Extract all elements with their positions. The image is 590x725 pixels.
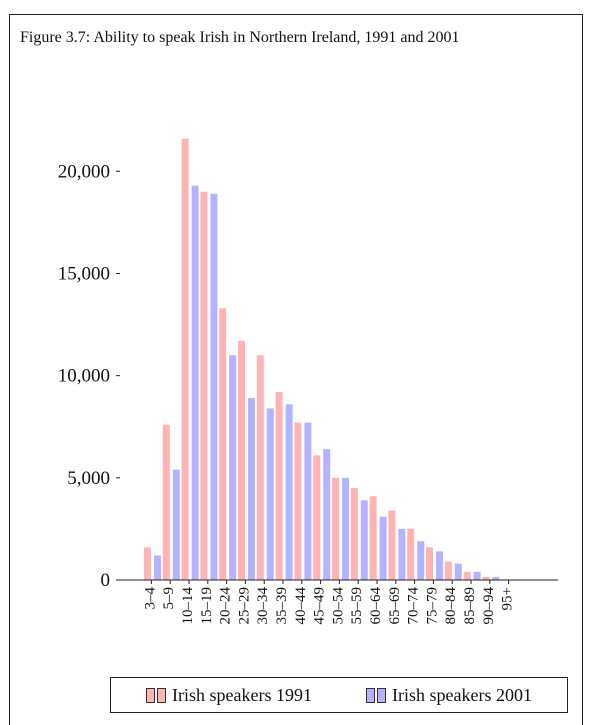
bar-1991-6	[256, 355, 264, 580]
bar-1991-12	[369, 496, 377, 580]
bar-2001-5	[248, 398, 255, 580]
bar-1991-9	[313, 455, 321, 580]
y-tick-label-3: 15,000	[58, 263, 110, 284]
bar-2001-15	[436, 551, 443, 580]
x-tick-label-14: 70–74	[406, 587, 422, 625]
x-tick-label-18: 90–94	[481, 587, 497, 625]
bar-1991-17	[463, 571, 471, 580]
bar-1991-5	[238, 340, 245, 580]
x-tick-label-3: 15–19	[199, 587, 215, 625]
bar-2001-6	[266, 408, 274, 580]
x-tick-label-7: 35–39	[274, 587, 290, 625]
caption-text: Ability to speak Irish in Northern Irela…	[93, 29, 460, 46]
x-tick-label-5: 25–29	[236, 587, 252, 625]
x-tick-label-15: 75–79	[424, 587, 440, 625]
y-tick-label-0: 0	[101, 570, 111, 591]
x-tick-label-6: 30–34	[255, 587, 271, 625]
x-tick-label-12: 60–64	[368, 587, 384, 625]
legend-item-2001: Irish speakers 2001	[366, 685, 532, 706]
figure-frame	[9, 14, 583, 725]
legend-label-2001: Irish speakers 2001	[392, 684, 532, 705]
bar-2001-7	[285, 404, 293, 580]
bar-2001-0	[154, 555, 161, 580]
x-tick-label-10: 50–54	[330, 587, 346, 625]
x-tick-label-11: 55–59	[349, 587, 365, 625]
bar-2001-11	[360, 500, 368, 580]
x-tick-label-17: 85–89	[462, 587, 478, 625]
legend-label-1991: Irish speakers 1991	[172, 684, 312, 705]
x-tick-label-2: 10–14	[180, 587, 196, 625]
legend-swatch-1991	[146, 687, 168, 703]
bar-1991-15	[426, 547, 433, 580]
bar-2001-4	[229, 355, 237, 580]
bar-1991-16	[444, 561, 452, 580]
caption-label: Figure 3.7:	[20, 29, 91, 46]
x-tick-label-9: 45–49	[312, 587, 328, 625]
bar-2001-16	[454, 563, 462, 580]
bar-1991-1	[162, 424, 170, 580]
legend-swatch-2001	[366, 687, 388, 703]
x-tick-label-19: 95+	[500, 587, 516, 610]
bar-2001-17	[473, 571, 481, 580]
y-tick-label-1: 5,000	[67, 468, 110, 489]
bar-1991-18	[482, 576, 490, 580]
figure-caption: Figure 3.7: Ability to speak Irish in No…	[20, 25, 565, 51]
bar-1991-0	[144, 547, 151, 580]
bar-1991-4	[219, 308, 227, 580]
x-tick-label-13: 65–69	[387, 587, 403, 625]
bar-1991-11	[350, 488, 358, 580]
bar-1991-14	[407, 528, 415, 580]
bar-1991-2	[181, 138, 189, 580]
legend-item-1991: Irish speakers 1991	[146, 685, 312, 706]
y-tick-label-2: 10,000	[58, 366, 110, 387]
chart-legend: Irish speakers 1991 Irish speakers 2001	[110, 677, 568, 713]
x-tick-label-16: 80–84	[443, 587, 459, 625]
bar-2001-1	[172, 469, 180, 580]
bar-1991-7	[275, 392, 283, 580]
bar-2001-8	[304, 422, 312, 580]
bar-2001-18	[492, 576, 500, 580]
bar-2001-3	[210, 193, 218, 581]
bar-2001-2	[191, 185, 199, 580]
x-tick-label-8: 40–44	[293, 587, 309, 625]
bar-1991-13	[388, 510, 396, 580]
bar-2001-12	[379, 516, 387, 580]
bar-2001-13	[398, 528, 406, 580]
bar-2001-10	[342, 477, 349, 580]
bar-1991-3	[200, 191, 208, 580]
bar-2001-14	[417, 541, 425, 580]
y-tick-label-4: 20,000	[58, 161, 110, 182]
x-tick-label-1: 5–9	[161, 587, 177, 610]
bar-1991-8	[294, 422, 302, 580]
bar-1991-10	[332, 477, 339, 580]
x-tick-label-4: 20–24	[218, 587, 234, 625]
bar-2001-9	[323, 449, 331, 580]
x-tick-label-0: 3–4	[142, 587, 158, 610]
